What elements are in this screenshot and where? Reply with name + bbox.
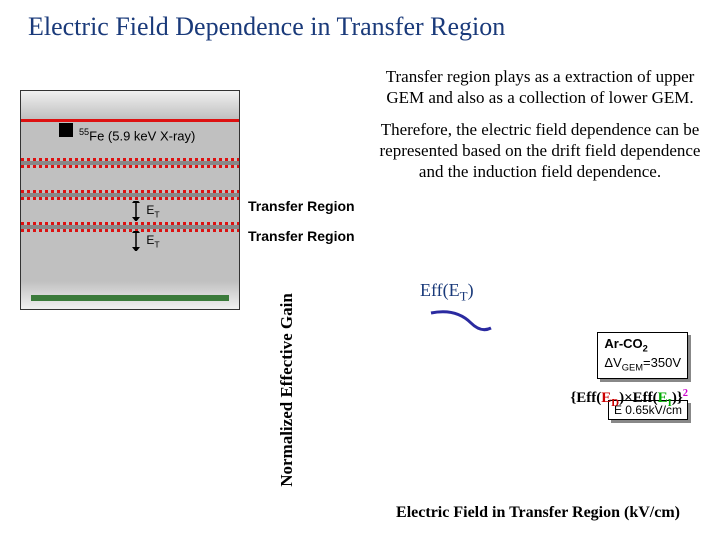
formula-ei: EI <box>658 390 672 406</box>
eff-et-sub: T <box>460 289 468 304</box>
formula-mid: )×Eff( <box>619 390 658 406</box>
et-arrow-2: ET <box>129 231 160 251</box>
chart-ylabel: Normalized Effective Gain <box>277 293 297 487</box>
fe-mass: 55 <box>79 127 89 137</box>
legend-gas-text: Ar-CO <box>604 336 642 351</box>
paragraph-1: Transfer region plays as a extraction of… <box>370 66 710 109</box>
chart-xlabel: Electric Field in Transfer Region (kV/cm… <box>396 504 680 522</box>
legend-dv-val: =350V <box>643 355 681 370</box>
formula-ed: ED <box>601 390 619 406</box>
et-arrow-1: ET <box>129 201 160 221</box>
paragraph-2: Therefore, the electric field dependence… <box>370 119 710 183</box>
fe-note: (5.9 keV X-ray) <box>108 128 195 143</box>
fe-element: Fe <box>89 128 104 143</box>
legend-dv: ΔVGEM=350V <box>604 355 681 374</box>
source-label: 55Fe (5.9 keV X-ray) <box>79 127 195 143</box>
formula-close: )} <box>672 390 683 406</box>
transfer-region-label-2: Transfer Region <box>248 228 355 244</box>
eff-et-close: ) <box>468 280 474 300</box>
transfer-region-label-1: Transfer Region <box>248 198 355 214</box>
gem1-bot <box>21 165 239 168</box>
formula-open: {Eff( <box>570 390 601 406</box>
legend-dv-prefix: ΔV <box>604 355 621 370</box>
description-column: Transfer region plays as a extraction of… <box>370 66 710 192</box>
legend-gas: Ar-CO2 <box>604 336 681 355</box>
source-icon <box>59 123 73 137</box>
formula-ed-e: E <box>601 390 611 406</box>
gem-2 <box>21 190 239 200</box>
formula-ei-e: E <box>658 390 668 406</box>
eff-et-label: Eff(ET) <box>420 280 474 305</box>
cathode-line <box>21 119 239 122</box>
eff-et-text: Eff(E <box>420 280 460 300</box>
chart-area: Normalized Effective Gain Eff(ET) E 0.65… <box>190 260 690 520</box>
gem-1 <box>21 158 239 168</box>
et1-sub: T <box>154 210 159 220</box>
legend-gas-sub: 2 <box>643 344 648 354</box>
formula: {Eff(ED)×Eff(EI)}2 <box>570 388 688 409</box>
page-title: Electric Field Dependence in Transfer Re… <box>0 0 720 42</box>
legend-box: Ar-CO2 ΔVGEM=350V <box>597 332 688 379</box>
formula-ed-sub: D <box>611 397 619 409</box>
legend-dv-sub: GEM <box>622 363 643 373</box>
diagram-top-gradient <box>21 91 239 119</box>
eff-curve-icon <box>426 308 496 338</box>
gem2-bot <box>21 197 239 200</box>
formula-exp: 2 <box>683 388 688 399</box>
et2-sub: T <box>154 240 159 250</box>
